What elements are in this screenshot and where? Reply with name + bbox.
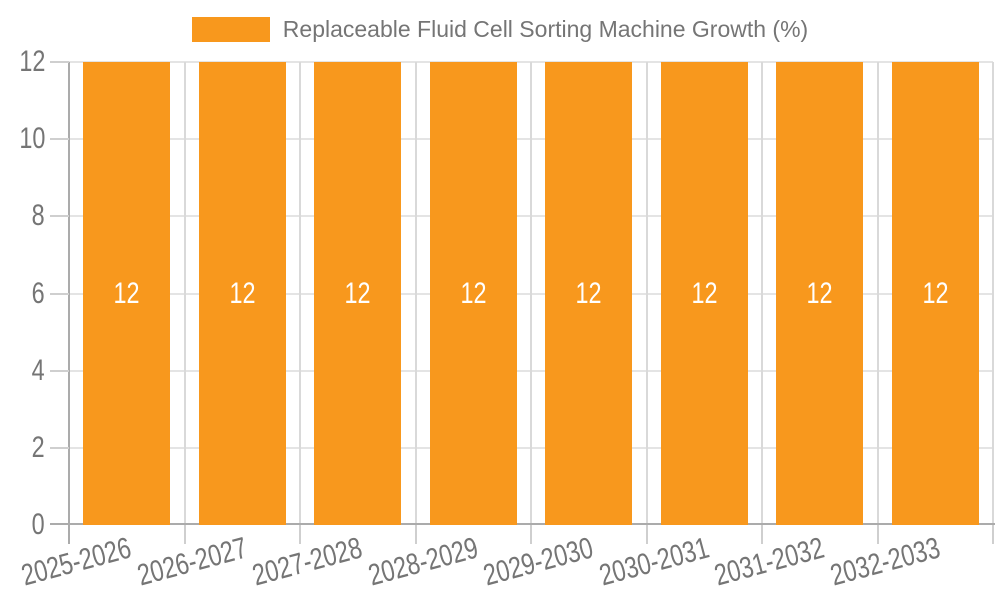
x-tick	[68, 525, 70, 544]
bar-value-label: 12	[229, 276, 256, 310]
x-axis-label: 2027-2028	[249, 531, 366, 593]
bar-value-label: 12	[460, 276, 487, 310]
y-tick	[50, 61, 69, 63]
y-axis-label: 10	[18, 122, 45, 156]
x-axis-label: 2026-2027	[133, 531, 251, 593]
bar-value-label: 12	[922, 276, 949, 310]
bar-value-label: 12	[113, 276, 140, 310]
y-axis-label: 12	[18, 45, 45, 78]
x-tick	[876, 525, 879, 544]
y-tick	[50, 369, 69, 372]
plot-area: 12 12 12 12 12 12 12 12	[50, 61, 995, 544]
v-gridline	[645, 62, 648, 525]
legend-swatch[interactable]	[191, 17, 270, 42]
x-axis-label: 2030-2031	[595, 531, 713, 593]
x-axis-label: 2032-2033	[826, 531, 944, 593]
y-axis-label: 0	[31, 508, 45, 541]
v-gridline	[414, 62, 417, 525]
x-tick	[761, 525, 763, 544]
y-tick	[50, 138, 69, 141]
bar[interactable]: 12	[776, 62, 864, 525]
legend[interactable]: Replaceable Fluid Cell Sorting Machine G…	[0, 17, 1000, 42]
bar[interactable]: 12	[660, 62, 748, 525]
x-tick	[530, 525, 532, 544]
x-axis-label: 2029-2030	[480, 531, 597, 593]
y-tick	[50, 292, 69, 295]
bar[interactable]: 12	[891, 62, 979, 525]
v-gridline	[761, 62, 763, 525]
bar-value-label: 12	[344, 276, 371, 310]
x-axis-label: 2031-2032	[711, 531, 828, 593]
y-axis-label: 6	[31, 276, 45, 310]
bar-value-label: 12	[575, 276, 602, 310]
x-tick	[992, 525, 994, 544]
bar[interactable]: 12	[314, 62, 402, 525]
y-axis-line	[68, 62, 70, 525]
y-tick	[50, 215, 69, 218]
bar[interactable]: 12	[429, 62, 517, 525]
x-axis-label: 2025-2026	[18, 531, 135, 593]
y-axis-label: 4	[31, 353, 45, 387]
x-tick	[183, 525, 186, 544]
v-gridline	[876, 62, 879, 525]
y-axis-label: 8	[31, 199, 45, 233]
bar-value-label: 12	[691, 276, 718, 310]
x-axis-line	[50, 523, 995, 525]
x-tick	[299, 525, 301, 544]
bar[interactable]: 12	[545, 62, 633, 525]
v-gridline	[992, 62, 994, 525]
x-axis-label: 2028-2029	[364, 531, 482, 593]
bar-value-label: 12	[806, 276, 833, 310]
v-gridline	[299, 62, 301, 525]
v-gridline	[530, 62, 532, 525]
bar[interactable]: 12	[83, 62, 171, 525]
x-tick	[645, 525, 648, 544]
x-tick	[414, 525, 417, 544]
bar[interactable]: 12	[198, 62, 286, 525]
legend-label: Replaceable Fluid Cell Sorting Machine G…	[282, 16, 809, 42]
y-tick	[50, 446, 69, 449]
y-axis-label: 2	[31, 430, 45, 464]
v-gridline	[183, 62, 186, 525]
